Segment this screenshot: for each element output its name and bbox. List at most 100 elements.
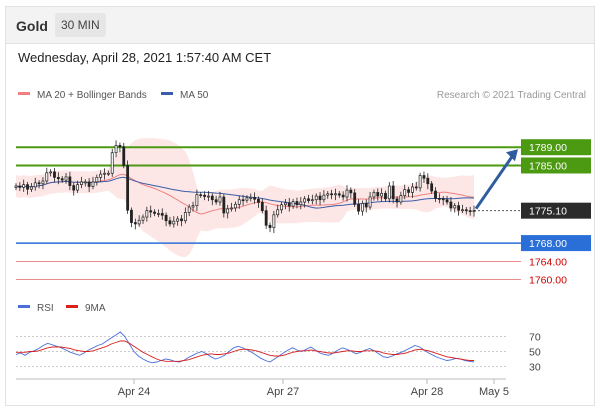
price-chart: MA 20 + Bollinger Bands MA 50 Research ©… (14, 90, 591, 398)
rsi-legend-swatch (18, 305, 30, 308)
candle (237, 199, 241, 205)
candle (387, 185, 391, 200)
candle (430, 183, 434, 192)
forecast-arrow-head (506, 149, 518, 162)
candle (153, 211, 156, 214)
candle (14, 185, 18, 188)
candle (399, 195, 403, 203)
candle (457, 205, 461, 211)
candle (445, 199, 449, 203)
chart-widget: Gold 30 MIN Wednesday, April 28, 2021 1:… (5, 6, 595, 406)
candle (264, 210, 268, 226)
candle (122, 146, 126, 166)
candle (133, 222, 137, 225)
candle (145, 210, 149, 218)
candle (83, 181, 87, 184)
candle (222, 196, 226, 214)
level-label: 1760.00 (529, 275, 567, 287)
header-bar: Gold 30 MIN (6, 7, 594, 44)
candle (230, 207, 233, 210)
candle (291, 201, 295, 207)
candle (314, 195, 318, 201)
candle (22, 184, 26, 188)
candle (395, 198, 399, 203)
candle (56, 176, 60, 180)
candle (95, 176, 99, 183)
candle (464, 209, 468, 212)
candle (33, 182, 37, 188)
candle (99, 173, 103, 178)
candle (461, 209, 464, 212)
candle (118, 145, 122, 148)
candle (199, 194, 203, 197)
candle (249, 197, 253, 199)
candle (253, 197, 257, 200)
level-label: 1768.00 (529, 238, 567, 250)
candle (180, 218, 183, 222)
candle (349, 189, 353, 194)
candle (280, 204, 283, 211)
candle (45, 172, 49, 182)
candle (257, 198, 260, 203)
candle (260, 202, 264, 212)
level-label: 1785.00 (529, 160, 567, 172)
candle (187, 206, 191, 213)
candle (376, 192, 380, 197)
candle (368, 196, 372, 208)
symbol-title: Gold (16, 18, 48, 34)
candle (41, 180, 45, 185)
candle (384, 192, 387, 200)
candle (218, 196, 222, 203)
candle (68, 176, 72, 186)
candle (207, 195, 210, 198)
timeframe-badge[interactable]: 30 MIN (55, 13, 106, 37)
candle (299, 201, 303, 206)
rsi-tick-label: 70 (529, 332, 541, 344)
level-label-box (521, 157, 591, 174)
candle (141, 216, 145, 221)
candle (426, 177, 430, 185)
candle (126, 165, 130, 211)
candle (49, 171, 53, 174)
candle (334, 193, 337, 196)
candle (191, 205, 195, 208)
ma9-legend-swatch (66, 305, 78, 308)
candle (418, 175, 422, 189)
candle (164, 214, 168, 222)
rsi-ma-line (16, 340, 474, 362)
candle (353, 192, 357, 205)
candle (26, 184, 29, 190)
candle (284, 202, 287, 206)
candle (103, 172, 106, 175)
candle (337, 193, 341, 196)
rsi-tick-label: 30 (529, 362, 541, 374)
x-tick-label: Apr 24 (118, 386, 150, 398)
candle (29, 186, 33, 190)
level-label-box (521, 202, 591, 219)
candle (422, 175, 426, 179)
candle (437, 197, 441, 200)
candle (407, 189, 410, 193)
candle (360, 203, 364, 212)
candle (330, 193, 334, 196)
forecast-arrow (474, 154, 515, 210)
candle (110, 152, 114, 174)
ma9-legend-label: 9MA (85, 303, 106, 314)
candle (434, 190, 437, 199)
candle (268, 224, 272, 228)
rsi-tick-label: 50 (529, 347, 541, 359)
level-label: 1764.00 (529, 256, 567, 268)
timestamp-line: Wednesday, April 28, 2021 1:57:40 AM CET (18, 50, 272, 65)
candle (295, 201, 299, 206)
candle (149, 210, 153, 213)
candle (114, 145, 118, 154)
time-axis: Apr 24 Apr 27 Apr 28 May 5 (16, 378, 509, 398)
candle (37, 182, 41, 185)
candle (372, 192, 376, 198)
ma50-legend-label: MA 50 (180, 90, 209, 101)
candle (137, 219, 141, 225)
price-plot: 1789.00 1785.00 1775.10 1768.00 1764.00 1760.… (14, 138, 591, 287)
candle (380, 192, 384, 197)
ma20-legend-swatch (18, 92, 30, 95)
candle (60, 178, 64, 181)
